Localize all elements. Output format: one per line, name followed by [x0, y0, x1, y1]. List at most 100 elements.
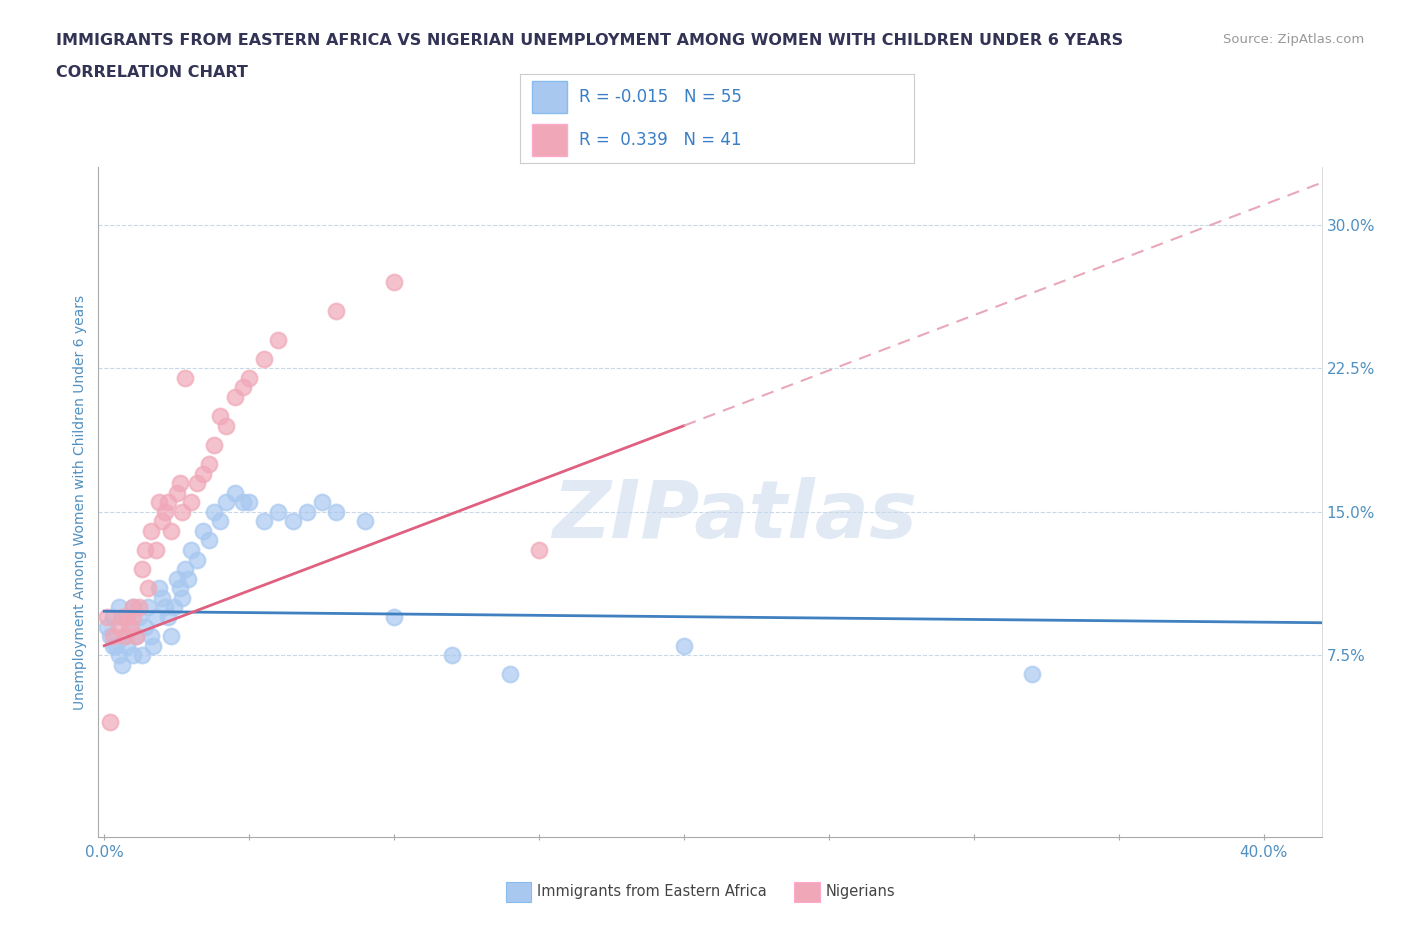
Point	[117, 638, 139, 653]
Point	[153, 600, 176, 615]
Text: R =  0.339   N = 41: R = 0.339 N = 41	[579, 131, 742, 149]
Point	[160, 524, 183, 538]
Point	[186, 475, 208, 490]
Point	[136, 581, 159, 596]
Point	[325, 303, 347, 318]
Point	[128, 609, 150, 624]
Point	[295, 504, 318, 519]
Text: IMMIGRANTS FROM EASTERN AFRICA VS NIGERIAN UNEMPLOYMENT AMONG WOMEN WITH CHILDRE: IMMIGRANTS FROM EASTERN AFRICA VS NIGERI…	[56, 33, 1123, 47]
Point	[107, 619, 129, 634]
Text: ZIPatlas: ZIPatlas	[553, 476, 917, 554]
Point	[191, 524, 214, 538]
Point	[148, 495, 170, 510]
Point	[122, 600, 145, 615]
Point	[215, 418, 238, 433]
Point	[177, 571, 200, 586]
Point	[169, 475, 191, 490]
Point	[191, 466, 214, 481]
Point	[160, 629, 183, 644]
Point	[224, 485, 246, 500]
Point	[122, 600, 145, 615]
Point	[166, 485, 188, 500]
Point	[267, 504, 290, 519]
Point	[96, 619, 118, 634]
Point	[238, 370, 260, 385]
Point	[311, 495, 333, 510]
Point	[172, 504, 194, 519]
Point	[125, 629, 148, 644]
Point	[202, 504, 225, 519]
Point	[96, 609, 118, 624]
Point	[153, 504, 176, 519]
Point	[499, 667, 522, 682]
Y-axis label: Unemployment Among Women with Children Under 6 years: Unemployment Among Women with Children U…	[73, 295, 87, 710]
Point	[139, 629, 162, 644]
Point	[281, 514, 304, 529]
Point	[672, 638, 695, 653]
Point	[197, 533, 219, 548]
Point	[114, 629, 136, 644]
Point	[114, 629, 136, 644]
Point	[134, 542, 156, 557]
Point	[120, 619, 142, 634]
Point	[174, 370, 197, 385]
Point	[215, 495, 238, 510]
Point	[232, 380, 254, 395]
Point	[156, 495, 179, 510]
Point	[101, 629, 124, 644]
Point	[110, 609, 132, 624]
Point	[98, 629, 121, 644]
Point	[125, 629, 148, 644]
Point	[156, 609, 179, 624]
Point	[224, 390, 246, 405]
Point	[142, 638, 165, 653]
FancyBboxPatch shape	[531, 124, 568, 155]
Point	[169, 581, 191, 596]
Point	[101, 609, 124, 624]
Point	[136, 600, 159, 615]
Point	[110, 658, 132, 672]
Point	[253, 514, 276, 529]
Point	[150, 591, 173, 605]
Point	[145, 542, 167, 557]
Text: Source: ZipAtlas.com: Source: ZipAtlas.com	[1223, 33, 1364, 46]
Point	[382, 609, 405, 624]
Point	[163, 600, 186, 615]
Point	[145, 609, 167, 624]
Point	[117, 609, 139, 624]
Point	[197, 457, 219, 472]
Point	[166, 571, 188, 586]
Point	[253, 352, 276, 366]
Point	[122, 648, 145, 663]
Point	[131, 648, 153, 663]
Point	[382, 274, 405, 289]
Point	[209, 514, 232, 529]
Text: Immigrants from Eastern Africa: Immigrants from Eastern Africa	[537, 884, 766, 899]
FancyBboxPatch shape	[531, 82, 568, 113]
Point	[134, 619, 156, 634]
Point	[104, 638, 127, 653]
Point	[128, 600, 150, 615]
Point	[107, 648, 129, 663]
Point	[120, 619, 142, 634]
Point	[186, 552, 208, 567]
Point	[122, 609, 145, 624]
Point	[441, 648, 464, 663]
Point	[232, 495, 254, 510]
Point	[325, 504, 347, 519]
Point	[267, 332, 290, 347]
Point	[139, 524, 162, 538]
Text: R = -0.015   N = 55: R = -0.015 N = 55	[579, 88, 742, 106]
Point	[354, 514, 377, 529]
Point	[209, 408, 232, 423]
Point	[1021, 667, 1043, 682]
Point	[114, 609, 136, 624]
Point	[131, 562, 153, 577]
Point	[174, 562, 197, 577]
Point	[527, 542, 550, 557]
Point	[98, 715, 121, 730]
Point	[107, 600, 129, 615]
Point	[150, 514, 173, 529]
Text: Nigerians: Nigerians	[825, 884, 896, 899]
Point	[202, 437, 225, 452]
